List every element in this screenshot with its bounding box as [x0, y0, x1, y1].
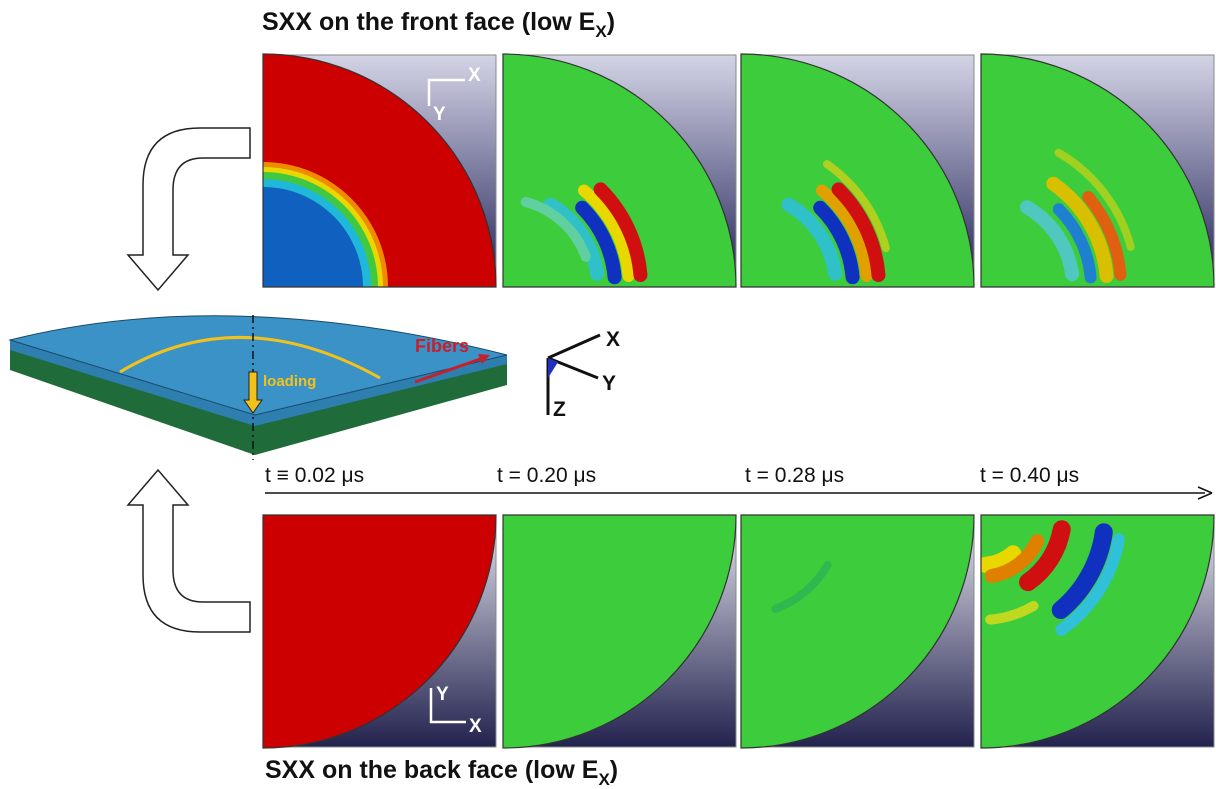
loading-label: loading [263, 373, 316, 390]
disk [263, 515, 496, 748]
front-axis-y: Y [433, 104, 446, 125]
contour-panel [980, 514, 1215, 749]
disk-edge [980, 53, 1215, 288]
contour-panel [502, 53, 737, 288]
stress-band [1046, 176, 1114, 284]
contour-panel [262, 53, 497, 288]
front-title-text: SXX on the front face (low E [262, 8, 595, 36]
front-title: SXX on the front face (low EX) [262, 8, 615, 41]
disk-fill [263, 515, 496, 748]
disk [503, 54, 736, 287]
stress-band [981, 545, 1022, 573]
stress-band [815, 184, 873, 283]
disk [263, 54, 496, 287]
time-label: t = 0.20 μs [497, 464, 596, 487]
disk [981, 54, 1214, 287]
disk-edge [262, 514, 497, 749]
disk-fill [741, 54, 974, 287]
stress-band [823, 160, 890, 253]
contour-panel [502, 514, 737, 749]
stress-band [984, 534, 1045, 584]
plate [8, 315, 508, 460]
contour-panel [262, 514, 497, 749]
triad-z: Z [553, 398, 566, 421]
contour-panel [980, 53, 1215, 288]
stress-band [1020, 200, 1080, 282]
triad-x: X [606, 328, 620, 351]
back-title-suffix: ) [610, 756, 618, 784]
disk [981, 515, 1214, 748]
disk-edge [502, 53, 737, 288]
arrow-up [126, 468, 251, 633]
stress-band [781, 197, 843, 281]
stress-band [831, 182, 886, 282]
disk [503, 515, 736, 748]
ring [263, 187, 363, 287]
stress-band [593, 182, 648, 282]
front-axes [427, 78, 465, 106]
time-label: t = 0.40 μs [980, 464, 1079, 487]
disk-edge [980, 514, 1215, 749]
stress-band [1019, 520, 1071, 592]
back-title-subscript: X [598, 770, 610, 789]
disk-fill [503, 515, 736, 748]
stress-band [543, 197, 605, 281]
stress-band [1051, 523, 1113, 619]
disk [741, 515, 974, 748]
stress-band [813, 200, 860, 285]
disk-fill [503, 54, 736, 287]
contour-panel [740, 514, 975, 749]
back-title-text: SXX on the back face (low E [265, 756, 598, 784]
stress-band [1082, 191, 1127, 281]
back-axis-x: X [469, 716, 482, 737]
fibers-label: Fibers [415, 336, 469, 356]
back-title: SXX on the back face (low EX) [265, 756, 618, 789]
stress-band [520, 196, 591, 262]
arrow-down [126, 127, 251, 292]
disk-edge [502, 514, 737, 749]
front-title-suffix: ) [607, 8, 615, 36]
back-axis-y: Y [436, 684, 449, 705]
back-axes [429, 688, 466, 724]
triad-marker [548, 358, 558, 378]
stress-band [1052, 203, 1097, 284]
contour-panel [740, 53, 975, 288]
triad-y: Y [602, 372, 616, 395]
stress-band [577, 184, 635, 283]
front-axis-x: X [468, 65, 481, 86]
disk-fill [741, 515, 974, 748]
stress-band [1055, 533, 1125, 636]
time-label: t = 0.28 μs [745, 464, 844, 487]
disk-edge [740, 514, 975, 749]
timeline-head [1197, 486, 1213, 500]
disk-edge [262, 53, 497, 288]
stress-band [575, 200, 622, 285]
disk-fill [981, 54, 1214, 287]
front-title-subscript: X [595, 22, 607, 41]
panels [262, 53, 1215, 749]
stress-band [771, 561, 832, 613]
disk [741, 54, 974, 287]
time-label: t ≡ 0.02 μs [265, 464, 364, 487]
stress-band [1054, 148, 1135, 251]
disk-edge [740, 53, 975, 288]
stress-band [985, 600, 1039, 625]
